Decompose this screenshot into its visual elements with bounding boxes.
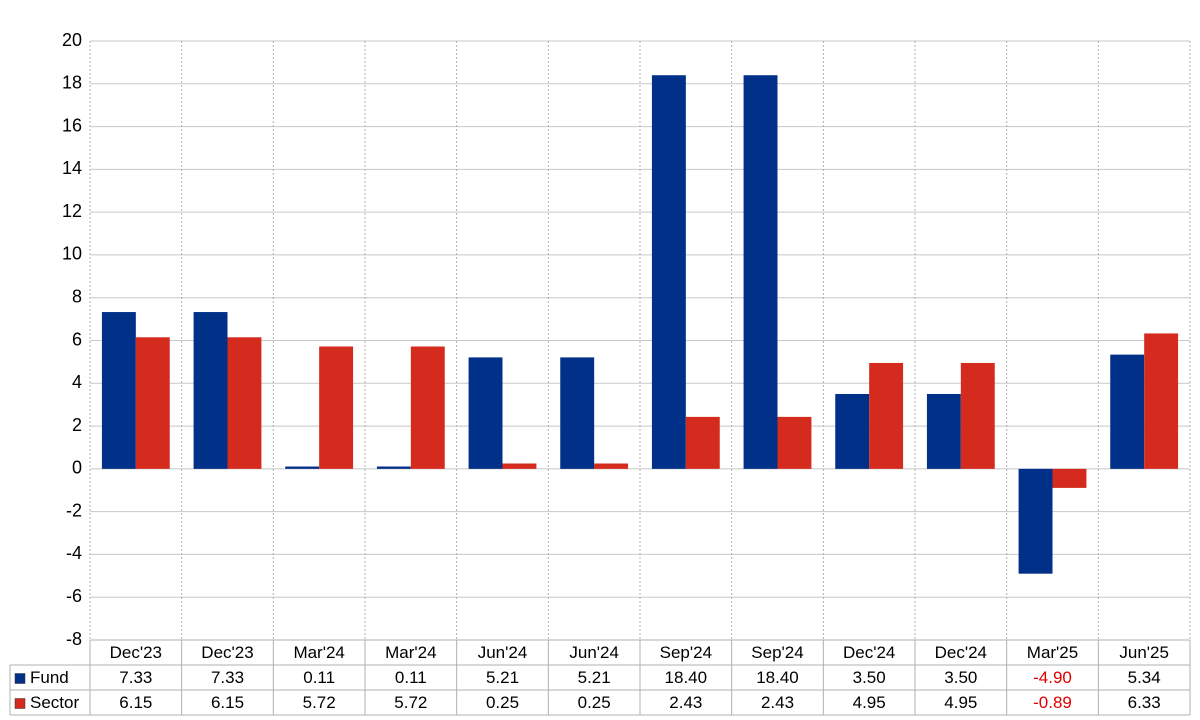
bar <box>101 312 136 469</box>
bar <box>376 466 411 469</box>
y-tick-label: 16 <box>62 115 82 135</box>
value-label: 4.95 <box>944 693 977 712</box>
x-tick-label: Sep'24 <box>751 643 803 662</box>
bar <box>685 416 720 469</box>
value-label: 2.43 <box>761 693 794 712</box>
y-tick-label: 2 <box>72 415 82 435</box>
value-label: -4.90 <box>1033 668 1072 687</box>
bar <box>835 393 870 469</box>
value-label: 6.15 <box>119 693 152 712</box>
legend-label: Sector <box>30 693 79 712</box>
bar <box>319 346 354 469</box>
y-tick-label: 18 <box>62 73 82 93</box>
bar <box>227 337 262 469</box>
bar <box>960 362 995 469</box>
x-tick-label: Jun'24 <box>569 643 619 662</box>
legend-label: Fund <box>30 668 69 687</box>
x-tick-label: Dec'23 <box>110 643 162 662</box>
bar <box>1144 333 1179 469</box>
value-label: 0.11 <box>395 668 427 687</box>
y-tick-label: -2 <box>66 500 82 520</box>
value-label: 3.50 <box>853 668 886 687</box>
value-label: 7.33 <box>211 668 244 687</box>
bar <box>743 75 778 469</box>
bar <box>651 75 686 469</box>
value-label: 5.34 <box>1128 668 1161 687</box>
value-label: 5.21 <box>578 668 611 687</box>
value-label: -0.89 <box>1033 693 1072 712</box>
bar <box>1110 354 1145 469</box>
y-tick-label: 10 <box>62 244 82 264</box>
y-tick-label: 0 <box>72 458 82 478</box>
bar <box>410 346 445 469</box>
y-tick-label: 14 <box>62 158 82 178</box>
y-tick-label: 4 <box>72 372 82 392</box>
y-tick-label: 12 <box>62 201 82 221</box>
value-label: 18.40 <box>665 668 708 687</box>
value-label: 18.40 <box>756 668 799 687</box>
bar <box>1018 468 1053 574</box>
y-tick-label: -4 <box>66 543 82 563</box>
value-label: 5.21 <box>486 668 519 687</box>
x-tick-label: Dec'24 <box>935 643 987 662</box>
value-label: 0.25 <box>486 693 519 712</box>
value-label: 0.25 <box>578 693 611 712</box>
x-tick-label: Jun'25 <box>1119 643 1169 662</box>
bar <box>502 463 537 469</box>
value-label: 5.72 <box>303 693 336 712</box>
x-tick-label: Dec'23 <box>201 643 253 662</box>
bar <box>869 362 904 469</box>
x-tick-label: Sep'24 <box>660 643 712 662</box>
legend-swatch <box>14 698 26 709</box>
bar <box>777 416 812 469</box>
bar <box>193 312 228 469</box>
x-tick-label: Mar'24 <box>293 643 344 662</box>
value-label: 6.15 <box>211 693 244 712</box>
value-label: 3.50 <box>944 668 977 687</box>
value-label: 0.11 <box>303 668 335 687</box>
value-label: 2.43 <box>669 693 702 712</box>
value-label: 7.33 <box>119 668 152 687</box>
value-label: 5.72 <box>394 693 427 712</box>
bar <box>1052 468 1087 488</box>
bar <box>468 357 503 469</box>
y-tick-label: 6 <box>72 329 82 349</box>
bar <box>594 463 629 469</box>
y-tick-label: 8 <box>72 286 82 306</box>
bar <box>926 393 961 469</box>
value-label: 4.95 <box>853 693 886 712</box>
x-tick-label: Dec'24 <box>843 643 895 662</box>
y-tick-label: -6 <box>66 586 82 606</box>
x-tick-label: Mar'24 <box>385 643 436 662</box>
x-tick-label: Jun'24 <box>478 643 528 662</box>
value-label: 6.33 <box>1128 693 1161 712</box>
bar <box>285 466 320 469</box>
legend-swatch <box>14 673 26 684</box>
bar <box>560 357 595 469</box>
y-tick-label: 20 <box>62 30 82 50</box>
x-tick-label: Mar'25 <box>1027 643 1078 662</box>
bar <box>135 337 170 469</box>
y-tick-label: -8 <box>66 629 82 649</box>
